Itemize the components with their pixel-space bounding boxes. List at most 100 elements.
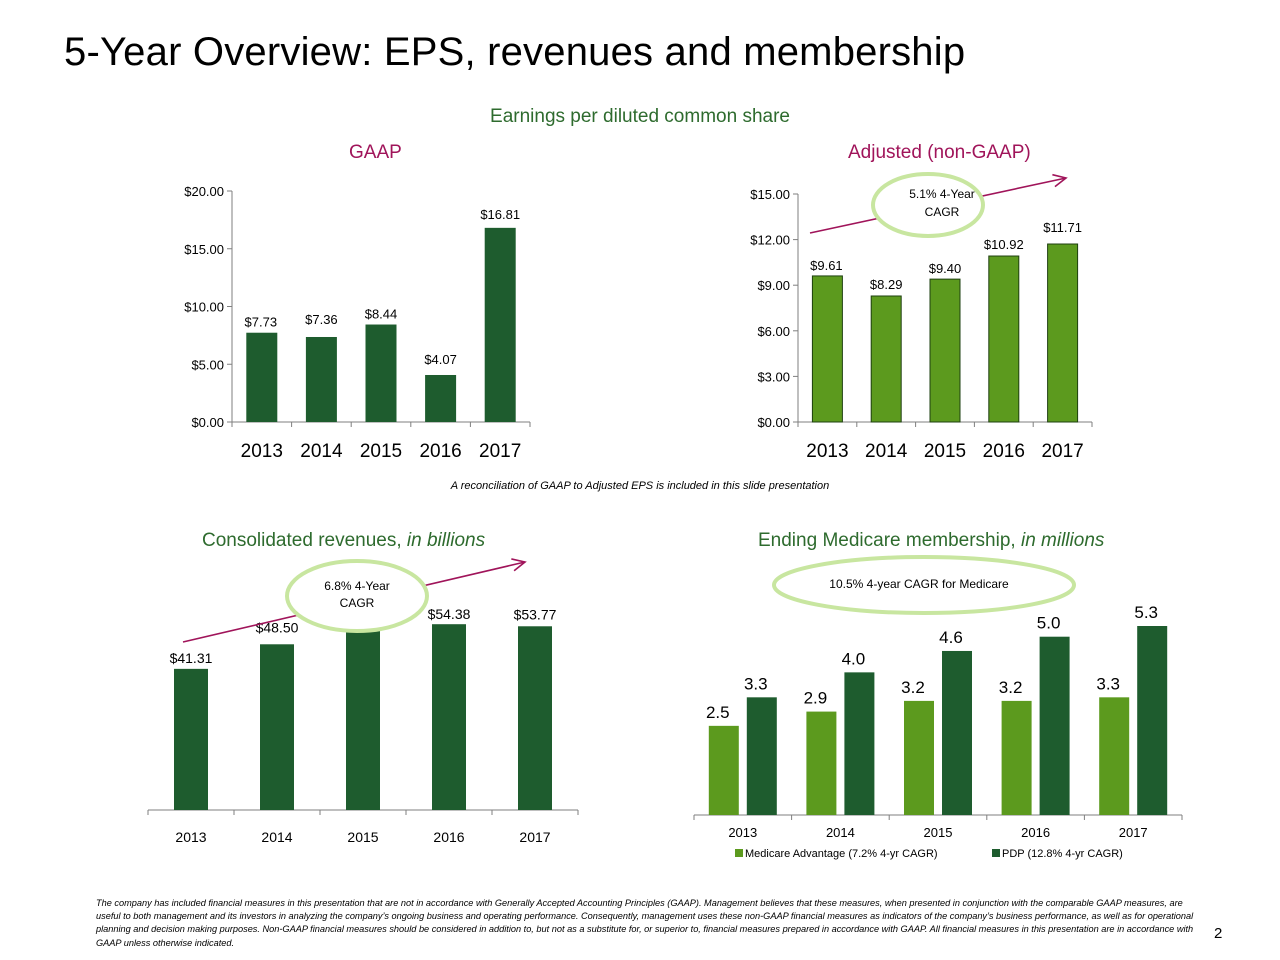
membership-bar <box>1099 697 1130 815</box>
membership-bar <box>1137 626 1168 815</box>
page-number: 2 <box>1214 925 1223 942</box>
membership-bar <box>746 697 777 815</box>
membership-bar <box>806 711 837 815</box>
adjusted-y-tick-label: $15.00 <box>750 187 790 202</box>
adjusted-x-tick-label: 2017 <box>1041 441 1083 462</box>
revenue-x-tick-label: 2015 <box>347 829 378 845</box>
membership-bar <box>1001 700 1032 815</box>
membership-cagr-text: 10.5% 4-year CAGR for Medicare <box>829 577 1009 591</box>
adjusted-x-tick-label: 2014 <box>865 441 908 462</box>
gaap-bar <box>484 227 516 422</box>
membership-bar <box>942 650 972 815</box>
membership-data-label: 5.3 <box>1134 603 1158 622</box>
revenue-data-label: $41.31 <box>170 650 213 666</box>
membership-data-label: 2.9 <box>804 689 828 708</box>
revenue-bar <box>260 644 294 810</box>
gaap-bar <box>305 336 337 422</box>
membership-data-label: 3.2 <box>999 678 1023 697</box>
gaap-y-tick-label: $5.00 <box>191 357 224 372</box>
revenue-title-main: Consolidated revenues, <box>202 530 402 551</box>
eps-heading: Earnings per diluted common share <box>490 106 790 127</box>
adjusted-bar <box>811 275 843 423</box>
membership-bar <box>844 672 875 815</box>
gaap-y-tick-label: $15.00 <box>184 242 224 257</box>
page-title: 5-Year Overview: EPS, revenues and membe… <box>64 30 966 74</box>
revenue-cagr-ring <box>285 559 429 633</box>
membership-x-tick-label: 2014 <box>826 825 855 840</box>
adjusted-cagr-text: CAGR <box>925 205 960 219</box>
revenue-bar <box>432 624 466 810</box>
revenue-data-label: $54.38 <box>428 606 471 622</box>
membership-data-label: 2.5 <box>706 703 730 722</box>
gaap-y-tick-label: $20.00 <box>184 184 224 199</box>
adjusted-chart-title: Adjusted (non-GAAP) <box>848 142 1031 163</box>
revenue-x-tick-label: 2014 <box>261 829 292 845</box>
revenue-chart-title: Consolidated revenues, in billions <box>202 530 485 552</box>
gaap-data-label: $7.73 <box>245 315 278 330</box>
adjusted-cagr-text: 5.1% 4-Year <box>909 187 975 201</box>
revenue-x-tick-label: 2013 <box>175 829 206 845</box>
adjusted-x-tick-label: 2016 <box>983 441 1025 462</box>
gaap-data-label: $7.36 <box>305 312 338 327</box>
membership-legend-label: PDP (12.8% 4-yr CAGR) <box>1002 848 1123 860</box>
gaap-bar <box>365 324 397 422</box>
adjusted-data-label: $8.29 <box>870 277 903 292</box>
gaap-data-label: $8.44 <box>365 307 398 322</box>
adjusted-cagr-arrow-head <box>1052 173 1068 188</box>
revenue-x-tick-label: 2017 <box>519 829 550 845</box>
adjusted-cagr-ring <box>871 172 985 238</box>
membership-x-tick-label: 2015 <box>924 825 953 840</box>
membership-data-label: 3.2 <box>901 678 925 697</box>
membership-data-label: 4.6 <box>939 628 963 647</box>
adjusted-data-label: $9.61 <box>810 258 843 273</box>
gaap-x-tick-label: 2015 <box>360 441 402 462</box>
membership-data-label: 3.3 <box>1096 674 1120 693</box>
revenue-data-label: $53.77 <box>514 606 557 622</box>
revenue-bar <box>346 624 380 810</box>
adjusted-data-label: $11.71 <box>1043 220 1082 235</box>
membership-legend-label: Medicare Advantage (7.2% 4-yr CAGR) <box>745 848 938 860</box>
gaap-chart-title: GAAP <box>349 142 402 163</box>
membership-x-tick-label: 2017 <box>1119 825 1148 840</box>
reconciliation-note: A reconciliation of GAAP to Adjusted EPS… <box>450 480 830 492</box>
membership-bar <box>1039 636 1070 815</box>
membership-bar <box>904 700 934 815</box>
adjusted-bar <box>929 278 961 423</box>
adjusted-bar <box>1047 243 1079 423</box>
membership-chart-title: Ending Medicare membership, in millions <box>758 530 1104 552</box>
adjusted-x-tick-label: 2013 <box>806 441 848 462</box>
revenue-title-unit: in billions <box>406 530 486 551</box>
membership-data-label: 4.0 <box>842 649 866 668</box>
membership-title-unit: in millions <box>1020 530 1105 551</box>
revenue-data-label: $48.50 <box>256 619 299 635</box>
revenue-bar <box>518 626 552 810</box>
adjusted-y-tick-label: $3.00 <box>757 369 790 384</box>
membership-x-tick-label: 2016 <box>1021 825 1050 840</box>
gaap-y-tick-label: $10.00 <box>184 300 224 315</box>
gaap-data-label: $16.81 <box>480 207 520 222</box>
gaap-x-tick-label: 2014 <box>300 441 343 462</box>
membership-legend-swatch <box>992 849 1000 857</box>
gaap-data-label: $4.07 <box>424 352 457 367</box>
revenue-cagr-arrow-head <box>511 558 527 572</box>
gaap-bar <box>425 374 457 422</box>
gaap-x-tick-label: 2016 <box>419 441 461 462</box>
adjusted-bar <box>870 295 902 423</box>
gaap-x-tick-label: 2017 <box>479 441 521 462</box>
membership-title-main: Ending Medicare membership, <box>758 530 1016 551</box>
membership-bar <box>708 725 739 815</box>
adjusted-data-label: $10.92 <box>984 237 1024 252</box>
gaap-bar <box>246 332 278 422</box>
adjusted-bar <box>988 255 1020 423</box>
adjusted-y-tick-label: $6.00 <box>757 324 790 339</box>
revenue-cagr-text: CAGR <box>340 596 375 610</box>
membership-x-tick-label: 2013 <box>728 825 757 840</box>
footnote: The company has included financial measu… <box>96 898 1194 948</box>
adjusted-x-tick-label: 2015 <box>924 441 966 462</box>
revenue-x-tick-label: 2016 <box>433 829 464 845</box>
gaap-x-tick-label: 2013 <box>241 441 283 462</box>
membership-cagr-ring <box>772 555 1076 615</box>
gaap-y-tick-label: $0.00 <box>191 415 224 430</box>
membership-data-label: 3.3 <box>744 674 768 693</box>
